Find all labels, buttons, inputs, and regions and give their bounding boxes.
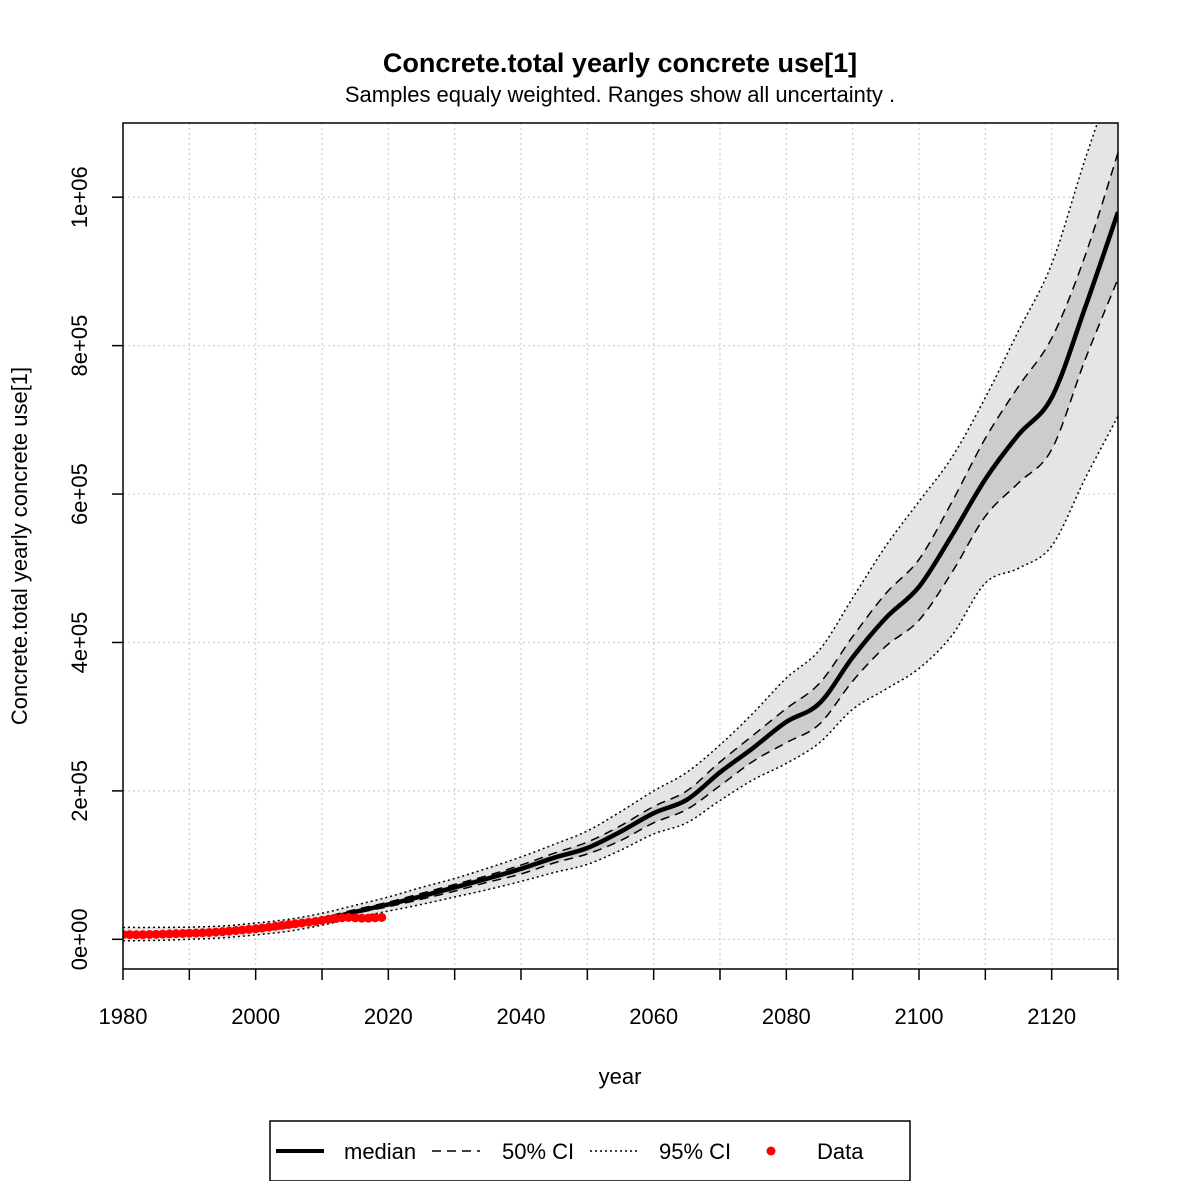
line-95-ci-lower (123, 415, 1118, 942)
y-tick-label: 8e+05 (67, 315, 92, 377)
data-point (184, 928, 194, 938)
data-point (310, 917, 320, 927)
point-layer (123, 912, 387, 940)
chart-subtitle: Samples equaly weighted. Ranges show all… (345, 82, 895, 107)
data-point (145, 929, 155, 939)
x-tick-label: 2120 (1027, 1004, 1076, 1029)
x-axis: 1980 2000 2020 2040 2060 2080 2100 2120 (99, 969, 1119, 1029)
data-point (350, 913, 360, 923)
band-layer (123, 123, 1118, 941)
data-point (344, 912, 354, 922)
line-layer (123, 123, 1118, 942)
y-axis-label: Concrete.total yearly concrete use[1] (7, 367, 32, 725)
x-tick-label: 2100 (895, 1004, 944, 1029)
data-point (164, 929, 174, 939)
data-point (178, 928, 188, 938)
y-tick-label: 0e+00 (67, 908, 92, 970)
x-tick-label: 2000 (231, 1004, 280, 1029)
legend-data-label: Data (817, 1139, 864, 1164)
data-point (271, 921, 281, 931)
data-point (324, 914, 334, 924)
data-point (237, 925, 247, 935)
data-point (297, 918, 307, 928)
legend-ci50-label: 50% CI (502, 1139, 574, 1164)
legend-ci95-label: 95% CI (659, 1139, 731, 1164)
x-tick-label: 2040 (497, 1004, 546, 1029)
data-point (131, 930, 141, 940)
data-point (125, 930, 135, 940)
data-point (138, 930, 148, 940)
x-tick-label: 2060 (629, 1004, 678, 1029)
legend-data-swatch (766, 1146, 776, 1156)
data-point (264, 922, 274, 932)
data-point (224, 926, 234, 936)
x-tick-label: 2020 (364, 1004, 413, 1029)
band-95-ci (123, 123, 1118, 941)
y-tick-label: 1e+06 (67, 166, 92, 228)
x-tick-label: 1980 (99, 1004, 148, 1029)
x-axis-label: year (599, 1064, 642, 1089)
data-point (151, 929, 161, 939)
data-point (337, 913, 347, 923)
y-tick-label: 2e+05 (67, 760, 92, 822)
data-point (244, 924, 254, 934)
data-point (231, 926, 241, 936)
data-point (290, 919, 300, 929)
data-point (377, 912, 387, 922)
grid-layer (123, 123, 1118, 969)
data-point (370, 913, 380, 923)
x-tick-label: 2080 (762, 1004, 811, 1029)
chart-title: Concrete.total yearly concrete use[1] (383, 48, 857, 78)
legend-median-label: median (344, 1139, 416, 1164)
y-tick-label: 6e+05 (67, 463, 92, 525)
y-tick-label: 4e+05 (67, 612, 92, 674)
data-point (204, 927, 214, 937)
data-point (357, 913, 367, 923)
data-point (158, 929, 168, 939)
legend: median 50% CI 95% CI Data (269, 1120, 911, 1181)
data-point (171, 929, 181, 939)
data-point (257, 923, 267, 933)
data-point (191, 928, 201, 938)
data-point (218, 927, 227, 937)
data-point (211, 927, 221, 937)
data-point (251, 924, 261, 934)
data-point (277, 920, 287, 930)
y-axis: 0e+00 2e+05 4e+05 6e+05 8e+05 1e+06 (67, 166, 123, 970)
data-point (284, 919, 294, 929)
data-point (198, 928, 208, 938)
data-point (304, 917, 314, 927)
data-point (363, 913, 373, 923)
plot-frame (122, 122, 1119, 970)
data-point (317, 915, 327, 925)
data-point (330, 914, 340, 924)
